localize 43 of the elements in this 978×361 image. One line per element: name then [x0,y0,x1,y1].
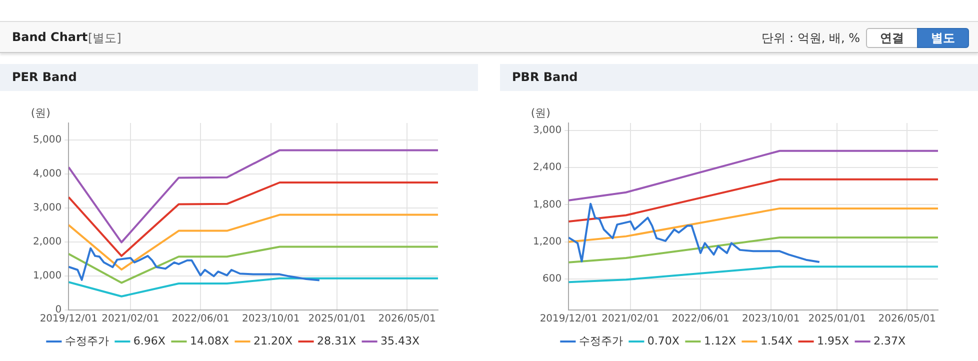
y-axis-title: (원) [530,106,550,120]
legend-label: 1.12X [704,334,736,348]
x-tick-label: 2025/01/01 [308,314,366,325]
y-tick-label: 3,000 [32,202,62,214]
y-axis-title: (원) [30,106,50,120]
y-tick-label: 4,000 [32,168,62,180]
x-tick-label: 2026/05/01 [378,314,436,325]
x-tick-label: 2019/12/01 [540,314,598,325]
legend-label: 수정주가 [578,334,623,348]
legend-label: 6.96X [133,334,166,348]
legend-label: 28.31X [317,334,357,348]
legend-label: 수정주가 [64,334,109,348]
legend-label: 0.70X [647,334,680,348]
y-tick-label: 2,000 [32,236,62,248]
legend-label: 35.43X [380,334,420,348]
text: 별도 [917,28,969,48]
y-tick-label: 3,000 [532,125,562,136]
x-tick-label: 2022/06/01 [672,314,730,325]
y-tick-label: 2,400 [532,162,562,174]
text: 연결 [866,28,918,48]
chart-title: PER Band [0,64,478,91]
legend-label: 21.20X [253,334,293,348]
x-tick-label: 2023/10/01 [742,314,800,325]
legend-label: 2.37X [874,334,906,348]
x-tick-label: 2021/02/01 [602,314,660,325]
text: [별도] [88,30,122,47]
text: 단위 : 억원, 배, % [762,30,860,47]
chart-title: PBR Band [500,64,978,91]
legend-label: 1.95X [817,334,850,348]
y-tick-label: 1,000 [32,270,62,282]
x-tick-label: 2025/01/01 [808,314,866,325]
y-tick-label: 1,800 [532,199,562,210]
x-tick-label: 2021/02/01 [102,314,160,325]
y-tick-label: 5,000 [32,134,62,146]
text: Band Chart [12,30,88,44]
x-tick-label: 2026/05/01 [878,314,936,325]
x-tick-label: 2022/06/01 [172,314,230,325]
y-tick-label: 1,200 [532,236,562,248]
legend-label: 1.54X [760,334,793,348]
legend-label: 14.08X [190,334,230,348]
y-tick-label: 600 [542,274,562,285]
x-tick-label: 2023/10/01 [242,314,300,325]
x-tick-label: 2019/12/01 [40,314,98,325]
